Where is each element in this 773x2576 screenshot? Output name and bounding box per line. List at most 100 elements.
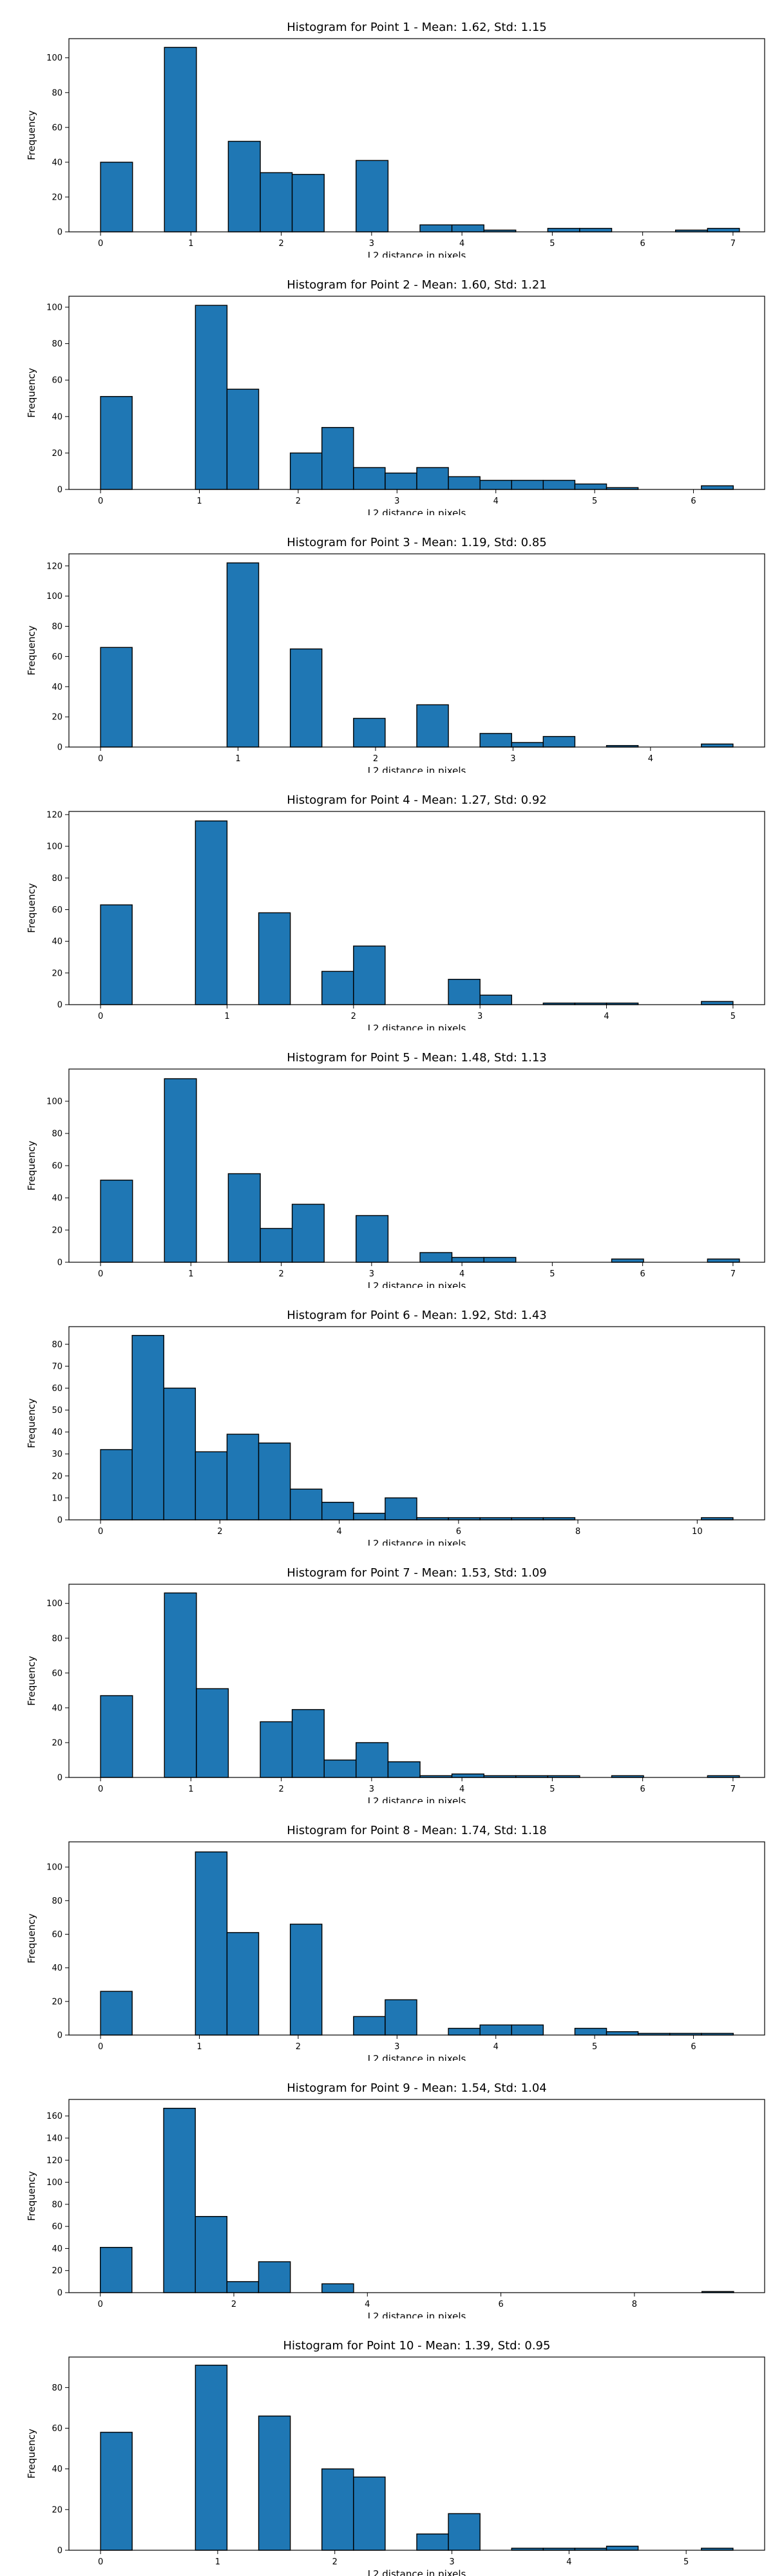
x-tick-label: 0 xyxy=(98,2557,103,2567)
histogram-bar-12 xyxy=(451,224,484,232)
bars xyxy=(100,1334,734,1520)
x-tick-label: 7 xyxy=(730,239,736,249)
histogram-bar-4 xyxy=(195,2216,228,2293)
histogram-bar-11 xyxy=(419,1252,453,1263)
histogram-bar-12 xyxy=(448,2513,481,2551)
histogram-bar-10 xyxy=(385,1497,417,1520)
chart-title: Histogram for Point 6 - Mean: 1.92, Std:… xyxy=(287,1309,547,1322)
y-axis-label: Frequency xyxy=(26,1656,37,1706)
y-tick-label: 80 xyxy=(52,1897,62,1906)
x-tick-label: 3 xyxy=(394,497,399,506)
y-tick-label: 0 xyxy=(57,486,62,495)
bars xyxy=(100,2364,734,2551)
histogram-bar-12 xyxy=(448,978,481,1005)
y-tick-label: 40 xyxy=(52,937,62,947)
y-tick-label: 60 xyxy=(52,1930,62,1940)
histogram-bar-1 xyxy=(100,162,133,232)
histogram-bar-7 xyxy=(289,1924,323,2036)
histogram-bar-13 xyxy=(483,1256,517,1263)
x-tick-label: 2 xyxy=(278,239,283,249)
x-tick-label: 0 xyxy=(98,1527,103,1537)
plot-frame xyxy=(68,296,765,490)
x-tick-label: 4 xyxy=(493,2042,499,2052)
histogram-bar-11 xyxy=(416,467,449,490)
y-tick-label: 0 xyxy=(57,228,62,238)
x-axis-label: L2 distance in pixels xyxy=(368,2568,466,2576)
histogram-bar-20 xyxy=(701,485,734,490)
x-axis-label: L2 distance in pixels xyxy=(368,1795,466,1803)
plot-frame xyxy=(68,811,765,1005)
histogram-bar-15 xyxy=(542,735,576,748)
chart-title: Histogram for Point 2 - Mean: 1.60, Std:… xyxy=(287,278,547,292)
histogram-bar-8 xyxy=(321,2468,354,2551)
histogram-bar-13 xyxy=(479,994,512,1005)
histogram-bar-10 xyxy=(385,472,417,490)
histogram-chart-1: 0 1 2 3 4 5 6 7 0 20 40 60 80 100 Histogram for Point … xyxy=(26,21,765,258)
y-tick-label: 80 xyxy=(52,339,62,349)
y-tick-label: 100 xyxy=(46,842,62,852)
histogram-bar-10 xyxy=(385,1999,417,2036)
y-tick-label: 20 xyxy=(52,713,62,723)
chart-title: Histogram for Point 3 - Mean: 1.19, Std:… xyxy=(287,536,547,549)
chart-title: Histogram for Point 10 - Mean: 1.39, Std… xyxy=(283,2339,551,2353)
histogram-bar-20 xyxy=(707,1258,740,1263)
x-tick-label: 5 xyxy=(592,497,597,506)
histogram-bar-4 xyxy=(195,2364,228,2551)
histogram-chart-10: 0 1 2 3 4 5 0 20 40 60 80 Histogram for Point 10 - … xyxy=(26,2339,765,2576)
y-tick-label: 20 xyxy=(52,1472,62,1481)
y-tick-label: 0 xyxy=(57,1001,62,1010)
x-tick-label: 3 xyxy=(394,2042,399,2052)
x-tick-label: 4 xyxy=(604,1012,609,1021)
y-axis-label: Frequency xyxy=(26,368,37,418)
y-tick-label: 40 xyxy=(52,2244,62,2254)
plot-frame xyxy=(68,38,765,232)
x-axis-label: L2 distance in pixels xyxy=(368,1023,466,1030)
x-tick-label: 5 xyxy=(549,239,555,249)
x-tick-label: 1 xyxy=(188,239,193,249)
y-tick-label: 20 xyxy=(52,1997,62,2007)
histogram-bar-1 xyxy=(100,1179,133,1263)
y-tick-label: 80 xyxy=(52,88,62,98)
x-tick-label: 7 xyxy=(730,1269,736,1279)
histogram-bar-1 xyxy=(100,395,133,490)
histogram-bar-3 xyxy=(164,46,197,232)
histogram-bar-20 xyxy=(701,1001,734,1005)
histogram-bar-1 xyxy=(100,2247,133,2293)
y-tick-label: 100 xyxy=(46,53,62,63)
histogram-bar-5 xyxy=(227,140,261,232)
x-tick-label: 6 xyxy=(691,2042,696,2052)
x-tick-label: 6 xyxy=(498,2300,503,2309)
chart-title: Histogram for Point 9 - Mean: 1.54, Std:… xyxy=(287,2081,547,2095)
histogram-bar-20 xyxy=(701,743,734,748)
x-tick-label: 4 xyxy=(566,2557,571,2567)
x-tick-label: 7 xyxy=(730,1785,736,1794)
x-tick-label: 1 xyxy=(196,497,202,506)
histogram-chart-6: 0 2 4 6 8 10 0 10 20 30 40 50 60 70 80 Histogram for Po… xyxy=(26,1309,765,1546)
histogram-bar-9 xyxy=(353,717,386,748)
histogram-bar-6 xyxy=(258,2415,291,2551)
x-tick-label: 0 xyxy=(98,754,103,764)
x-tick-label: 3 xyxy=(369,1785,374,1794)
y-axis-label: Frequency xyxy=(26,2171,37,2221)
x-tick-label: 6 xyxy=(456,1527,461,1537)
histogram-bar-6 xyxy=(258,2261,291,2293)
y-tick-label: 20 xyxy=(52,969,62,978)
x-tick-label: 0 xyxy=(98,1785,103,1794)
x-tick-label: 2 xyxy=(278,1785,283,1794)
chart-title: Histogram for Point 1 - Mean: 1.62, Std:… xyxy=(287,21,547,34)
y-tick-label: 80 xyxy=(52,2383,62,2393)
x-tick-label: 0 xyxy=(98,2042,103,2052)
y-tick-label: 40 xyxy=(52,2465,62,2474)
histogram-bar-10 xyxy=(387,1761,421,1778)
y-tick-label: 40 xyxy=(52,158,62,167)
y-tick-label: 40 xyxy=(52,1964,62,1973)
histogram-chart-4: 0 1 2 3 4 5 0 20 40 60 80 100 120 Histogram for Point… xyxy=(26,793,765,1030)
histogram-bar-3 xyxy=(164,1078,197,1263)
histogram-bar-1 xyxy=(100,1695,133,1778)
y-tick-label: 0 xyxy=(57,2289,62,2298)
x-tick-label: 2 xyxy=(231,2300,236,2309)
x-tick-label: 2 xyxy=(296,2042,301,2052)
histogram-bar-7 xyxy=(289,452,323,490)
